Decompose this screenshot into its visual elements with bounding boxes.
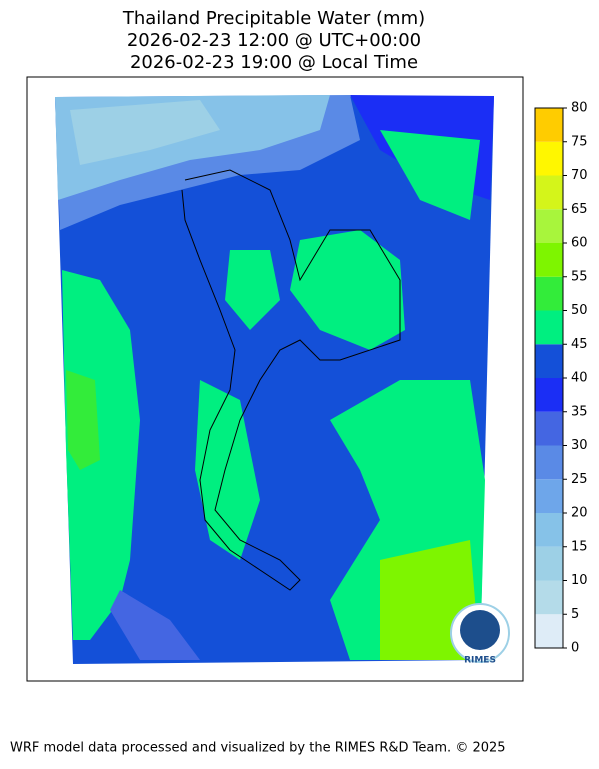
colorbar-band <box>535 175 563 210</box>
colorbar-tick-label: 10 <box>571 573 588 588</box>
colorbar-band <box>535 445 563 480</box>
colorbar-band <box>535 276 563 311</box>
colorbar-band <box>535 479 563 513</box>
colorbar-band <box>535 378 563 412</box>
map: RIMES <box>26 76 524 682</box>
title-line: 2026-02-23 19:00 @ Local Time <box>130 52 418 73</box>
colorbar-band <box>535 546 563 581</box>
colorbar-tick-label: 50 <box>571 303 588 318</box>
colorbar-tick-label: 65 <box>571 202 588 217</box>
footer: WRF model data processed and visualized … <box>10 741 506 756</box>
colorbar-band <box>535 108 563 142</box>
colorbar-tick-label: 0 <box>571 641 579 656</box>
colorbar-band <box>535 344 563 378</box>
colorbar-tick-label: 35 <box>571 404 588 419</box>
colorbar-band <box>535 513 563 547</box>
colorbar-band <box>535 209 563 243</box>
colorbar-band <box>535 614 563 648</box>
logo-text: RIMES <box>464 656 496 666</box>
colorbar-tick-label: 80 <box>571 101 588 116</box>
colorbar-band <box>535 411 563 446</box>
colorbar-band <box>535 580 563 615</box>
colorbar-tick-label: 5 <box>571 607 579 622</box>
title-line: 2026-02-23 12:00 @ UTC+00:00 <box>127 30 421 51</box>
colorbar-tick-label: 25 <box>571 472 588 487</box>
colorbar-tick-label: 40 <box>571 371 588 386</box>
colorbar-tick-label: 45 <box>571 337 588 352</box>
colorbar-tick-label: 60 <box>571 236 588 251</box>
colorbar-band <box>535 141 563 176</box>
colorbar-tick-label: 15 <box>571 539 588 554</box>
colorbar-tick-label: 55 <box>571 269 588 284</box>
colorbar-tick-label: 20 <box>571 506 588 521</box>
colorbar-tick-label: 75 <box>571 134 588 149</box>
title-line: Thailand Precipitable Water (mm) <box>122 8 425 29</box>
colorbar-band <box>535 310 563 345</box>
colorbar-tick-label: 30 <box>571 438 588 453</box>
colorbar: 0 5 10 15 20 25 30 35 40 45 50 55 60 65 70 75 80 <box>534 101 588 656</box>
colorbar-tick-label: 70 <box>571 168 588 183</box>
colorbar-band <box>535 243 563 277</box>
